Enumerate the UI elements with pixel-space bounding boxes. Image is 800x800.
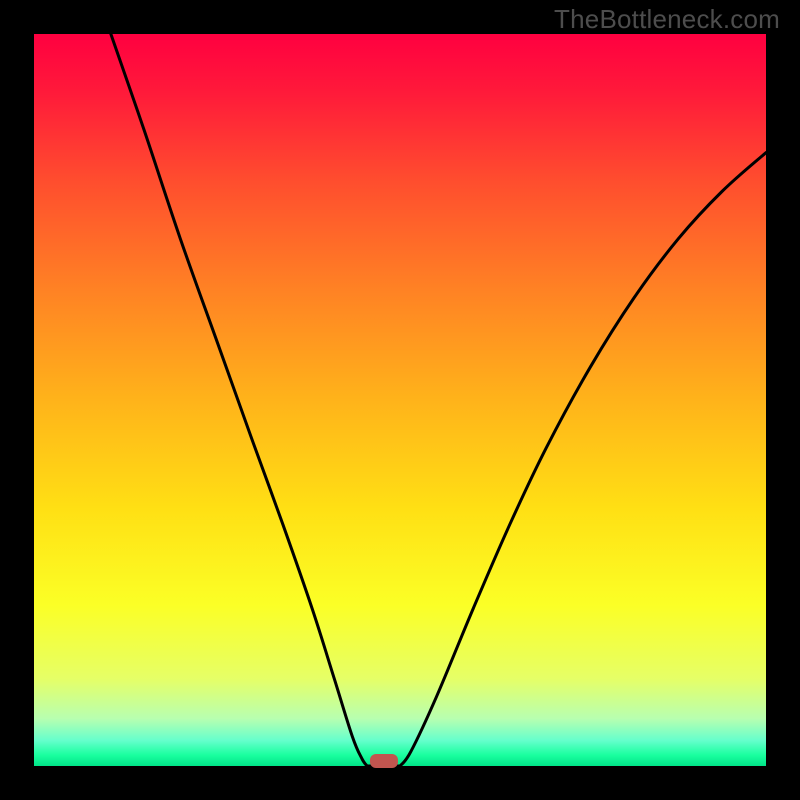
bottleneck-curve-path bbox=[111, 34, 766, 766]
optimum-marker bbox=[370, 754, 398, 768]
watermark-text: TheBottleneck.com bbox=[554, 4, 780, 35]
chart-frame: TheBottleneck.com bbox=[0, 0, 800, 800]
bottleneck-curve bbox=[0, 0, 800, 800]
